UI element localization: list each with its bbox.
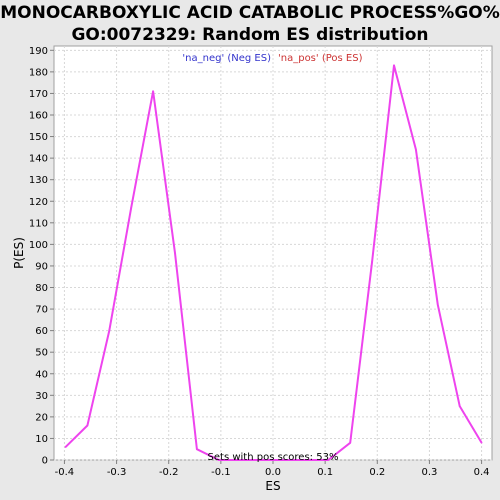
series-point bbox=[349, 441, 351, 444]
y-tick-label: 120 bbox=[29, 197, 48, 208]
series-point bbox=[217, 459, 220, 461]
series-layer bbox=[64, 64, 483, 461]
y-tick-label: 70 bbox=[35, 305, 48, 316]
series-point bbox=[327, 459, 330, 461]
y-axis-label: P(ES) bbox=[12, 237, 26, 269]
x-axis-label: ES bbox=[265, 479, 280, 493]
series-point bbox=[196, 448, 198, 451]
x-tick-label: 0.3 bbox=[421, 467, 437, 478]
x-tick-label: 0.1 bbox=[317, 467, 333, 478]
series-point bbox=[436, 303, 439, 306]
y-tick-label: 50 bbox=[35, 348, 48, 359]
series-point bbox=[458, 405, 461, 407]
y-tick-label: 90 bbox=[35, 261, 48, 272]
x-tick-label: -0.1 bbox=[211, 467, 231, 478]
y-tick-label: 10 bbox=[35, 434, 48, 445]
chart-title: MONOCARBOXYLIC ACID CATABOLIC PROCESS%GO… bbox=[0, 2, 500, 46]
y-tick-label: 140 bbox=[29, 154, 48, 165]
y-tick-label: 160 bbox=[29, 111, 48, 122]
y-tick-label: 30 bbox=[35, 391, 48, 402]
series-point bbox=[283, 459, 286, 461]
axes: 0 10 20 30 40 50 60 70 80 90 100 110 120 130 140 150 160… bbox=[29, 46, 490, 478]
series-point bbox=[393, 64, 395, 67]
y-tick-label: 150 bbox=[29, 132, 48, 143]
legend-entry-neg: 'na_neg' (Neg ES) bbox=[182, 53, 271, 64]
series-point bbox=[415, 148, 417, 151]
series-point bbox=[480, 441, 483, 444]
y-tick-label: 170 bbox=[29, 89, 48, 100]
y-tick-label: 40 bbox=[35, 369, 48, 380]
y-tick-label: 130 bbox=[29, 175, 48, 186]
series-point bbox=[108, 329, 111, 332]
grid-lines bbox=[54, 46, 492, 461]
series-point bbox=[64, 446, 67, 448]
series-point bbox=[371, 260, 373, 263]
series-point bbox=[239, 459, 242, 461]
y-tick-label: 110 bbox=[29, 218, 48, 229]
y-tick-label: 60 bbox=[35, 326, 48, 337]
y-tick-label: 100 bbox=[29, 240, 48, 251]
series-point bbox=[152, 90, 154, 93]
pos-scores-annotation: Sets with pos scores: 53% bbox=[208, 452, 339, 463]
series-line bbox=[64, 64, 483, 461]
chart-title-line1: MONOCARBOXYLIC ACID CATABOLIC PROCESS%GO… bbox=[0, 3, 500, 23]
x-tick-label: 0.2 bbox=[369, 467, 385, 478]
x-tick-label: -0.2 bbox=[159, 467, 179, 478]
y-tick-label: 180 bbox=[29, 67, 48, 78]
x-tick-label: 0.4 bbox=[474, 467, 490, 478]
x-tick-label: -0.3 bbox=[107, 467, 127, 478]
y-tick-label: 190 bbox=[29, 46, 48, 57]
legend-entry-pos: 'na_pos' (Pos ES) bbox=[278, 53, 363, 64]
plot-area bbox=[53, 45, 493, 461]
series-point bbox=[261, 459, 264, 461]
series-point bbox=[174, 252, 176, 254]
chart-title-line2: GO:0072329: Random ES distribution bbox=[71, 25, 429, 45]
x-tick-label: -0.4 bbox=[55, 467, 75, 478]
series-point bbox=[130, 206, 132, 209]
series-point bbox=[305, 459, 308, 461]
y-tick-label: 0 bbox=[42, 456, 48, 467]
series-point bbox=[86, 424, 89, 427]
x-tick-label: 0.0 bbox=[265, 467, 281, 478]
y-tick-label: 20 bbox=[35, 412, 48, 423]
y-tick-label: 80 bbox=[35, 283, 48, 294]
